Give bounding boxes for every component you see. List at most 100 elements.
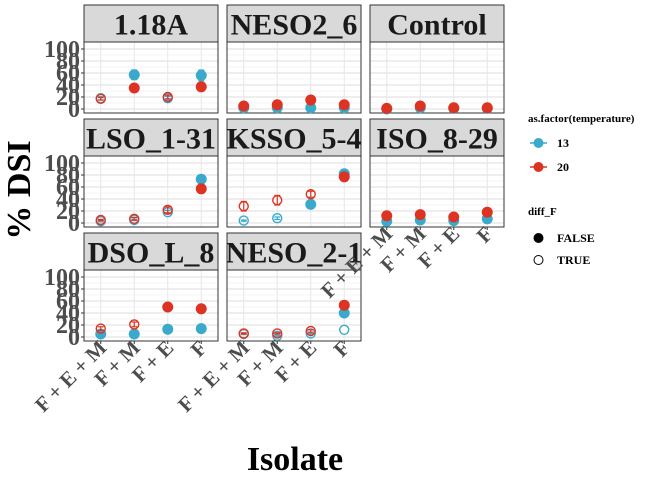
facet-panel-iso-8-29: ISO_8-29 <box>369 118 505 228</box>
facet-panel-ksso-5-4: KSSO_5-4 <box>226 118 362 228</box>
data-point-20 <box>448 102 460 114</box>
data-point-20 <box>305 325 316 337</box>
data-point-20 <box>481 206 493 218</box>
data-point-20 <box>305 188 316 200</box>
color-legend-title: as.factor(temperature) <box>528 113 635 125</box>
y-tick-label: 0 <box>68 97 80 123</box>
data-point-20 <box>238 100 250 112</box>
facet-strip-label: NESO_2-1 <box>226 237 363 270</box>
y-axis-title: % DSI <box>1 140 38 239</box>
data-point-13 <box>339 324 350 335</box>
data-point-20 <box>338 299 350 311</box>
facet-strip-label: Control <box>387 9 486 42</box>
data-point-20 <box>238 200 249 212</box>
shape-legend-key-true <box>533 255 544 265</box>
y-tick-label: 80 <box>56 49 80 75</box>
data-point-20 <box>238 328 249 339</box>
data-point-20 <box>162 204 173 216</box>
data-point-20 <box>129 319 140 330</box>
data-point-20 <box>195 183 207 195</box>
data-point-20 <box>95 214 106 226</box>
data-point-20 <box>481 102 493 114</box>
panel-border <box>226 155 362 228</box>
data-point-20 <box>162 301 174 313</box>
data-point-13 <box>305 198 317 210</box>
y-tick-label: 60 <box>56 289 80 315</box>
data-point-20 <box>381 102 393 114</box>
facet-strip <box>83 4 219 43</box>
data-point-20 <box>338 171 350 183</box>
data-point-20 <box>195 303 207 315</box>
plot-background <box>84 156 218 227</box>
data-point-20 <box>271 99 283 111</box>
data-point-13 <box>272 212 283 224</box>
plot-background <box>84 42 218 113</box>
plot-background <box>370 156 504 227</box>
panel-border <box>83 269 219 342</box>
plot-background <box>370 42 504 113</box>
facet-strip <box>83 118 219 157</box>
facet-strip-label: NESO2_6 <box>231 9 358 42</box>
facet-panel-control: Control <box>369 4 505 115</box>
legend: as.factor(temperature) 13 20 diff_F FALS… <box>528 113 635 267</box>
data-point-20 <box>128 82 140 94</box>
y-tick-label: 0 <box>68 325 80 351</box>
data-point-13 <box>195 69 207 81</box>
data-point-20 <box>162 91 173 103</box>
y-tick-label: 60 <box>56 175 80 201</box>
panel-border <box>83 155 219 228</box>
shape-legend-label-true: TRUE <box>557 253 590 267</box>
y-tick-label: 80 <box>56 277 80 303</box>
plot-background <box>227 156 361 227</box>
data-point-20 <box>448 211 460 223</box>
data-point-13 <box>195 323 207 335</box>
data-point-20 <box>381 210 393 222</box>
y-tick-label: 60 <box>56 61 80 87</box>
data-point-20 <box>414 209 426 221</box>
plot-background <box>227 270 361 341</box>
facet-strip <box>369 118 505 157</box>
facet-strip-label: LSO_1-31 <box>86 123 216 156</box>
y-tick-label: 100 <box>44 37 80 63</box>
facet-panel-neso-2-1: NESO_2-1 <box>226 232 363 342</box>
panel-border <box>226 269 362 342</box>
y-tick-label: 80 <box>56 163 80 189</box>
data-point-20 <box>195 81 207 93</box>
color-legend-key-20 <box>530 162 547 172</box>
shape-legend-label-false: FALSE <box>557 231 595 245</box>
data-point-13 <box>162 323 174 335</box>
data-point-13 <box>128 328 140 340</box>
plot-background <box>84 270 218 341</box>
y-tick-label: 20 <box>56 199 80 225</box>
data-point-20 <box>305 94 317 106</box>
color-legend-key-13 <box>530 138 547 148</box>
y-tick-label: 40 <box>56 301 80 327</box>
data-point-20 <box>338 99 350 111</box>
plot-background <box>227 42 361 113</box>
facet-strip <box>226 232 362 271</box>
panel-border <box>226 41 362 114</box>
panel-border <box>369 41 505 114</box>
y-tick-label: 40 <box>56 73 80 99</box>
data-point-13 <box>195 173 207 185</box>
facet-strip <box>83 232 219 271</box>
facet-strip-label: 1.18A <box>114 9 189 42</box>
panel-border <box>83 41 219 114</box>
data-point-20 <box>272 194 283 206</box>
x-axis-title: Isolate <box>247 441 343 478</box>
facet-strip <box>226 4 362 43</box>
y-tick-label: 100 <box>44 151 80 177</box>
y-tick-label: 40 <box>56 187 80 213</box>
data-point-20 <box>129 213 140 225</box>
facet-strip-label: ISO_8-29 <box>376 123 498 156</box>
y-tick-label: 20 <box>56 313 80 339</box>
color-legend-label-13: 13 <box>557 136 569 150</box>
y-tick-label: 0 <box>68 211 80 237</box>
panel-border <box>369 155 505 228</box>
color-legend-label-20: 20 <box>557 160 569 174</box>
